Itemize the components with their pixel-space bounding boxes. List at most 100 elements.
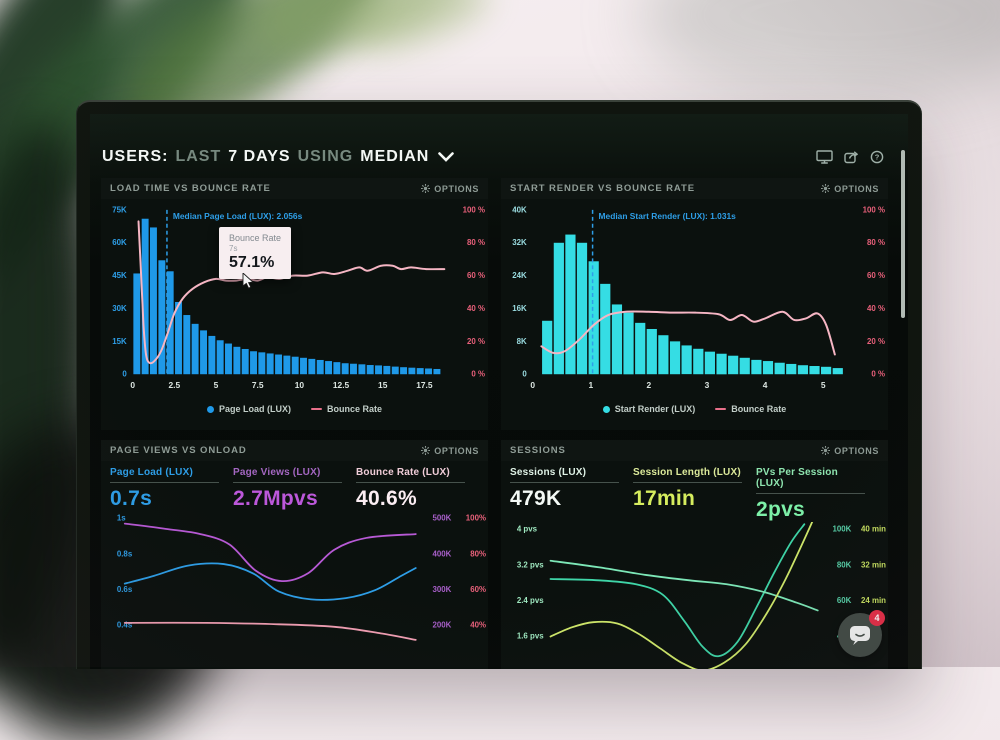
tooltip: Bounce Rate 7s 57.1% [219, 227, 292, 279]
svg-text:200K: 200K [432, 621, 451, 630]
metric-divider [510, 482, 619, 483]
svg-text:12.5: 12.5 [333, 380, 350, 390]
svg-text:15: 15 [378, 380, 388, 390]
legend-dot [206, 405, 214, 413]
chat-bubble-icon [850, 626, 870, 645]
legend-label: Bounce Rate [731, 404, 787, 414]
svg-text:75K: 75K [112, 205, 127, 214]
options-button[interactable]: OPTIONS [421, 446, 479, 456]
sessions-chart-plot[interactable]: 4 pvs 100K 40 min 3.2 pvs 80K 32 min 2.4 pvs 60… [501, 520, 888, 669]
svg-text:16K: 16K [512, 304, 527, 313]
svg-text:8K: 8K [517, 337, 527, 346]
page-views-chart-plot[interactable]: 1s 500K 100% 0.8s 400K 80% 0.6s 300K 60% 0.4s 200K… [101, 511, 488, 669]
display-icon[interactable] [816, 150, 833, 164]
panel-header: START RENDER VS BOUNCE RATE OPTIONS [501, 178, 888, 199]
svg-text:45K: 45K [112, 271, 127, 280]
options-button[interactable]: OPTIONS [821, 184, 879, 194]
mouse-cursor [242, 273, 255, 289]
options-button[interactable]: OPTIONS [821, 446, 879, 456]
legend-label: Page Load (LUX) [218, 404, 291, 414]
svg-text:5: 5 [821, 380, 826, 390]
svg-text:40%: 40% [470, 621, 486, 630]
svg-text:0 %: 0 % [871, 370, 885, 379]
background-leaf [337, 0, 498, 61]
svg-text:4: 4 [763, 380, 768, 390]
svg-text:0 %: 0 % [471, 370, 485, 379]
metric-page-views: Page Views (LUX) 2.7Mpvs [232, 467, 356, 511]
title-segment: MEDIAN [360, 148, 430, 165]
legend-dash [715, 407, 727, 411]
svg-text:80 %: 80 % [867, 238, 885, 247]
legend-label: Start Render (LUX) [614, 404, 696, 414]
dashboard-header: USERS: LAST 7 DAYS USING MEDIAN [102, 142, 898, 172]
dashboard-screen: USERS: LAST 7 DAYS USING MEDIAN [90, 114, 908, 669]
metric-label: Sessions (LUX) [510, 467, 587, 478]
title-segment: LAST [175, 148, 222, 165]
svg-text:7.5: 7.5 [252, 380, 264, 390]
svg-text:3: 3 [705, 380, 710, 390]
metric-value: 0.7s [110, 487, 153, 510]
legend-item: Page Load (LUX) [206, 404, 291, 414]
svg-text:20 %: 20 % [867, 337, 885, 346]
svg-text:0.8s: 0.8s [117, 549, 133, 558]
svg-text:?: ? [875, 153, 880, 162]
svg-text:5: 5 [214, 380, 219, 390]
panel-grid: LOAD TIME VS BOUNCE RATE OPTIONS 0 15K 30K… [101, 178, 888, 669]
metric-label: Session Length (LUX) [632, 467, 741, 478]
svg-text:32K: 32K [512, 238, 527, 247]
panel-title: LOAD TIME VS BOUNCE RATE [110, 183, 271, 194]
legend-item: Bounce Rate [311, 404, 382, 414]
panel-header: SESSIONS OPTIONS [501, 440, 888, 461]
svg-text:2: 2 [647, 380, 652, 390]
svg-text:17.5: 17.5 [416, 380, 433, 390]
chart-legend: Start Render (LUX) Bounce Rate [501, 399, 888, 419]
gear-icon [421, 184, 431, 193]
legend-dot [602, 405, 610, 413]
svg-text:32 min: 32 min [861, 560, 886, 569]
metric-divider [232, 482, 342, 483]
background-leaf-shadow [640, 0, 1000, 100]
panel-header: PAGE VIEWS VS ONLOAD OPTIONS [101, 440, 488, 461]
gear-icon [421, 446, 431, 455]
panel-header: LOAD TIME VS BOUNCE RATE OPTIONS [101, 178, 488, 199]
svg-text:60 %: 60 % [867, 271, 885, 280]
chevron-down-icon[interactable] [438, 152, 455, 162]
svg-text:0.4s: 0.4s [117, 621, 133, 630]
chat-widget-button[interactable]: 4 [838, 610, 885, 657]
legend-label: Bounce Rate [327, 404, 383, 414]
svg-text:0: 0 [530, 380, 535, 390]
svg-text:60K: 60K [837, 596, 852, 605]
header-icon-group: ? [816, 150, 898, 164]
options-label: OPTIONS [834, 445, 879, 456]
options-button[interactable]: OPTIONS [421, 184, 479, 194]
svg-text:0.6s: 0.6s [117, 585, 133, 594]
svg-text:60K: 60K [112, 238, 127, 247]
svg-text:0: 0 [522, 370, 527, 379]
start-render-chart-plot[interactable]: 0 8K 16K 24K 32K 40K 0 % 20 % 40 % 60 % 80 % 100 % 0… [501, 199, 888, 399]
svg-text:10: 10 [295, 380, 305, 390]
panel-load-time-vs-bounce-rate: LOAD TIME VS BOUNCE RATE OPTIONS 0 15K 30K… [101, 178, 488, 430]
load-time-chart-plot[interactable]: 0 15K 30K 45K 60K 75K 0 % 20 % 40 % 60 % 80 % 100 %… [101, 199, 488, 399]
panel-title: START RENDER VS BOUNCE RATE [510, 183, 695, 194]
metric-label: Page Load (LUX) [110, 467, 194, 478]
share-icon[interactable] [844, 150, 859, 164]
metric-value: 40.6% [355, 487, 418, 510]
metric-bounce-rate: Bounce Rate (LUX) 40.6% [355, 467, 479, 511]
metric-label: Page Views (LUX) [232, 467, 321, 478]
svg-text:40 %: 40 % [867, 304, 885, 313]
start-render-chart: 0 8K 16K 24K 32K 40K 0 % 20 % 40 % 60 % 80 % 100 % 0… [501, 199, 888, 399]
metric-divider [110, 482, 219, 483]
scrollbar[interactable] [901, 150, 905, 318]
panel-title: SESSIONS [510, 445, 566, 456]
svg-text:24 min: 24 min [861, 596, 886, 605]
metric-value: 479K [510, 487, 562, 510]
help-icon[interactable]: ? [870, 150, 884, 164]
panel-page-views-vs-onload: PAGE VIEWS VS ONLOAD OPTIONS Page Load (… [101, 440, 488, 669]
gear-icon [821, 446, 831, 455]
gear-icon [821, 184, 831, 193]
panel-title: PAGE VIEWS VS ONLOAD [110, 445, 247, 456]
metric-divider [632, 482, 742, 483]
metric-value: 2.7Mpvs [232, 487, 318, 510]
svg-text:100 %: 100 % [463, 205, 485, 214]
tooltip-value: 57.1% [229, 254, 275, 271]
